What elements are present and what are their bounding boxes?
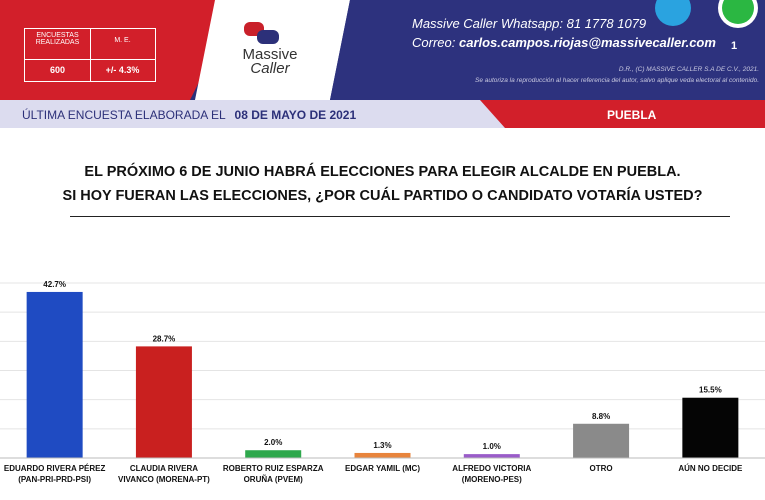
header-graphics xyxy=(0,0,765,128)
logo: Massive Caller xyxy=(225,46,315,77)
contact: Correo: carlos.campos.riojas@massivecall… xyxy=(412,35,716,50)
value-label: 42.7% xyxy=(43,280,66,289)
value-label: 28.7% xyxy=(153,334,176,343)
survey-label: ÚLTIMA ENCUESTA ELABORADA EL 08 DE MAYO … xyxy=(22,108,356,122)
table-cell: 600 xyxy=(49,65,66,75)
copyright: D.R., (C) MASSIVE CALLER S.A DE C.V., 20… xyxy=(618,66,759,73)
stats-table: ENCUESTAS REALIZADAS M. E. 600 +/- 4.3% xyxy=(24,28,156,82)
value-label: 15.5% xyxy=(699,386,722,395)
x-tick-label: ALFREDO VICTORIA (MORENO-PES) xyxy=(452,464,532,484)
bar xyxy=(245,450,302,458)
title-rule xyxy=(70,216,730,217)
survey-date: 08 DE MAYO DE 2021 xyxy=(234,108,357,122)
logo-text: Massive xyxy=(242,46,298,63)
place: PUEBLA xyxy=(607,108,657,122)
table-header: ENCUESTAS REALIZADAS xyxy=(35,32,80,46)
page-number: 1 xyxy=(731,40,738,52)
notice: Se autoriza la reproducción al hacer ref… xyxy=(474,77,759,84)
x-tick-label: ROBERTO RUIZ ESPARZA ORUÑA (PVEM) xyxy=(222,464,324,484)
contact: Massive Caller Whatsapp: 81 1778 1079 xyxy=(412,16,646,31)
value-label: 8.8% xyxy=(592,412,610,421)
email-label: Correo: xyxy=(412,35,456,50)
table-header: M. E. xyxy=(114,37,131,44)
whatsapp-label: Massive Caller Whatsapp: xyxy=(412,16,563,31)
x-tick-label: EDUARDO RIVERA PÉREZ (PAN-PRI-PRD-PSI) xyxy=(3,464,106,484)
value-label: 1.0% xyxy=(483,442,501,451)
bar xyxy=(463,454,520,458)
x-tick-label: EDGAR YAMIL (MC) xyxy=(345,464,420,473)
logo-text: Caller xyxy=(250,60,290,77)
x-tick-label: OTRO xyxy=(589,464,613,473)
value-label: 1.3% xyxy=(373,441,391,450)
value-label: 2.0% xyxy=(264,438,282,447)
whatsapp-number: 81 1778 1079 xyxy=(566,16,647,31)
x-tick-label: CLAUDIA RIVERA VIVANCO (MORENA-PT) xyxy=(117,464,210,484)
table-cell: +/- 4.3% xyxy=(105,65,140,75)
bar xyxy=(135,346,192,458)
survey-label-text: ÚLTIMA ENCUESTA ELABORADA EL xyxy=(22,108,226,122)
chart-title: EL PRÓXIMO 6 DE JUNIO HABRÁ ELECCIONES P… xyxy=(62,164,703,204)
x-tick-label: AÚN NO DECIDE xyxy=(678,464,743,473)
bar xyxy=(354,452,411,458)
email: carlos.campos.riojas@massivecaller.com xyxy=(458,35,716,50)
bar xyxy=(26,291,83,458)
bar xyxy=(682,397,739,458)
bar xyxy=(573,423,630,458)
